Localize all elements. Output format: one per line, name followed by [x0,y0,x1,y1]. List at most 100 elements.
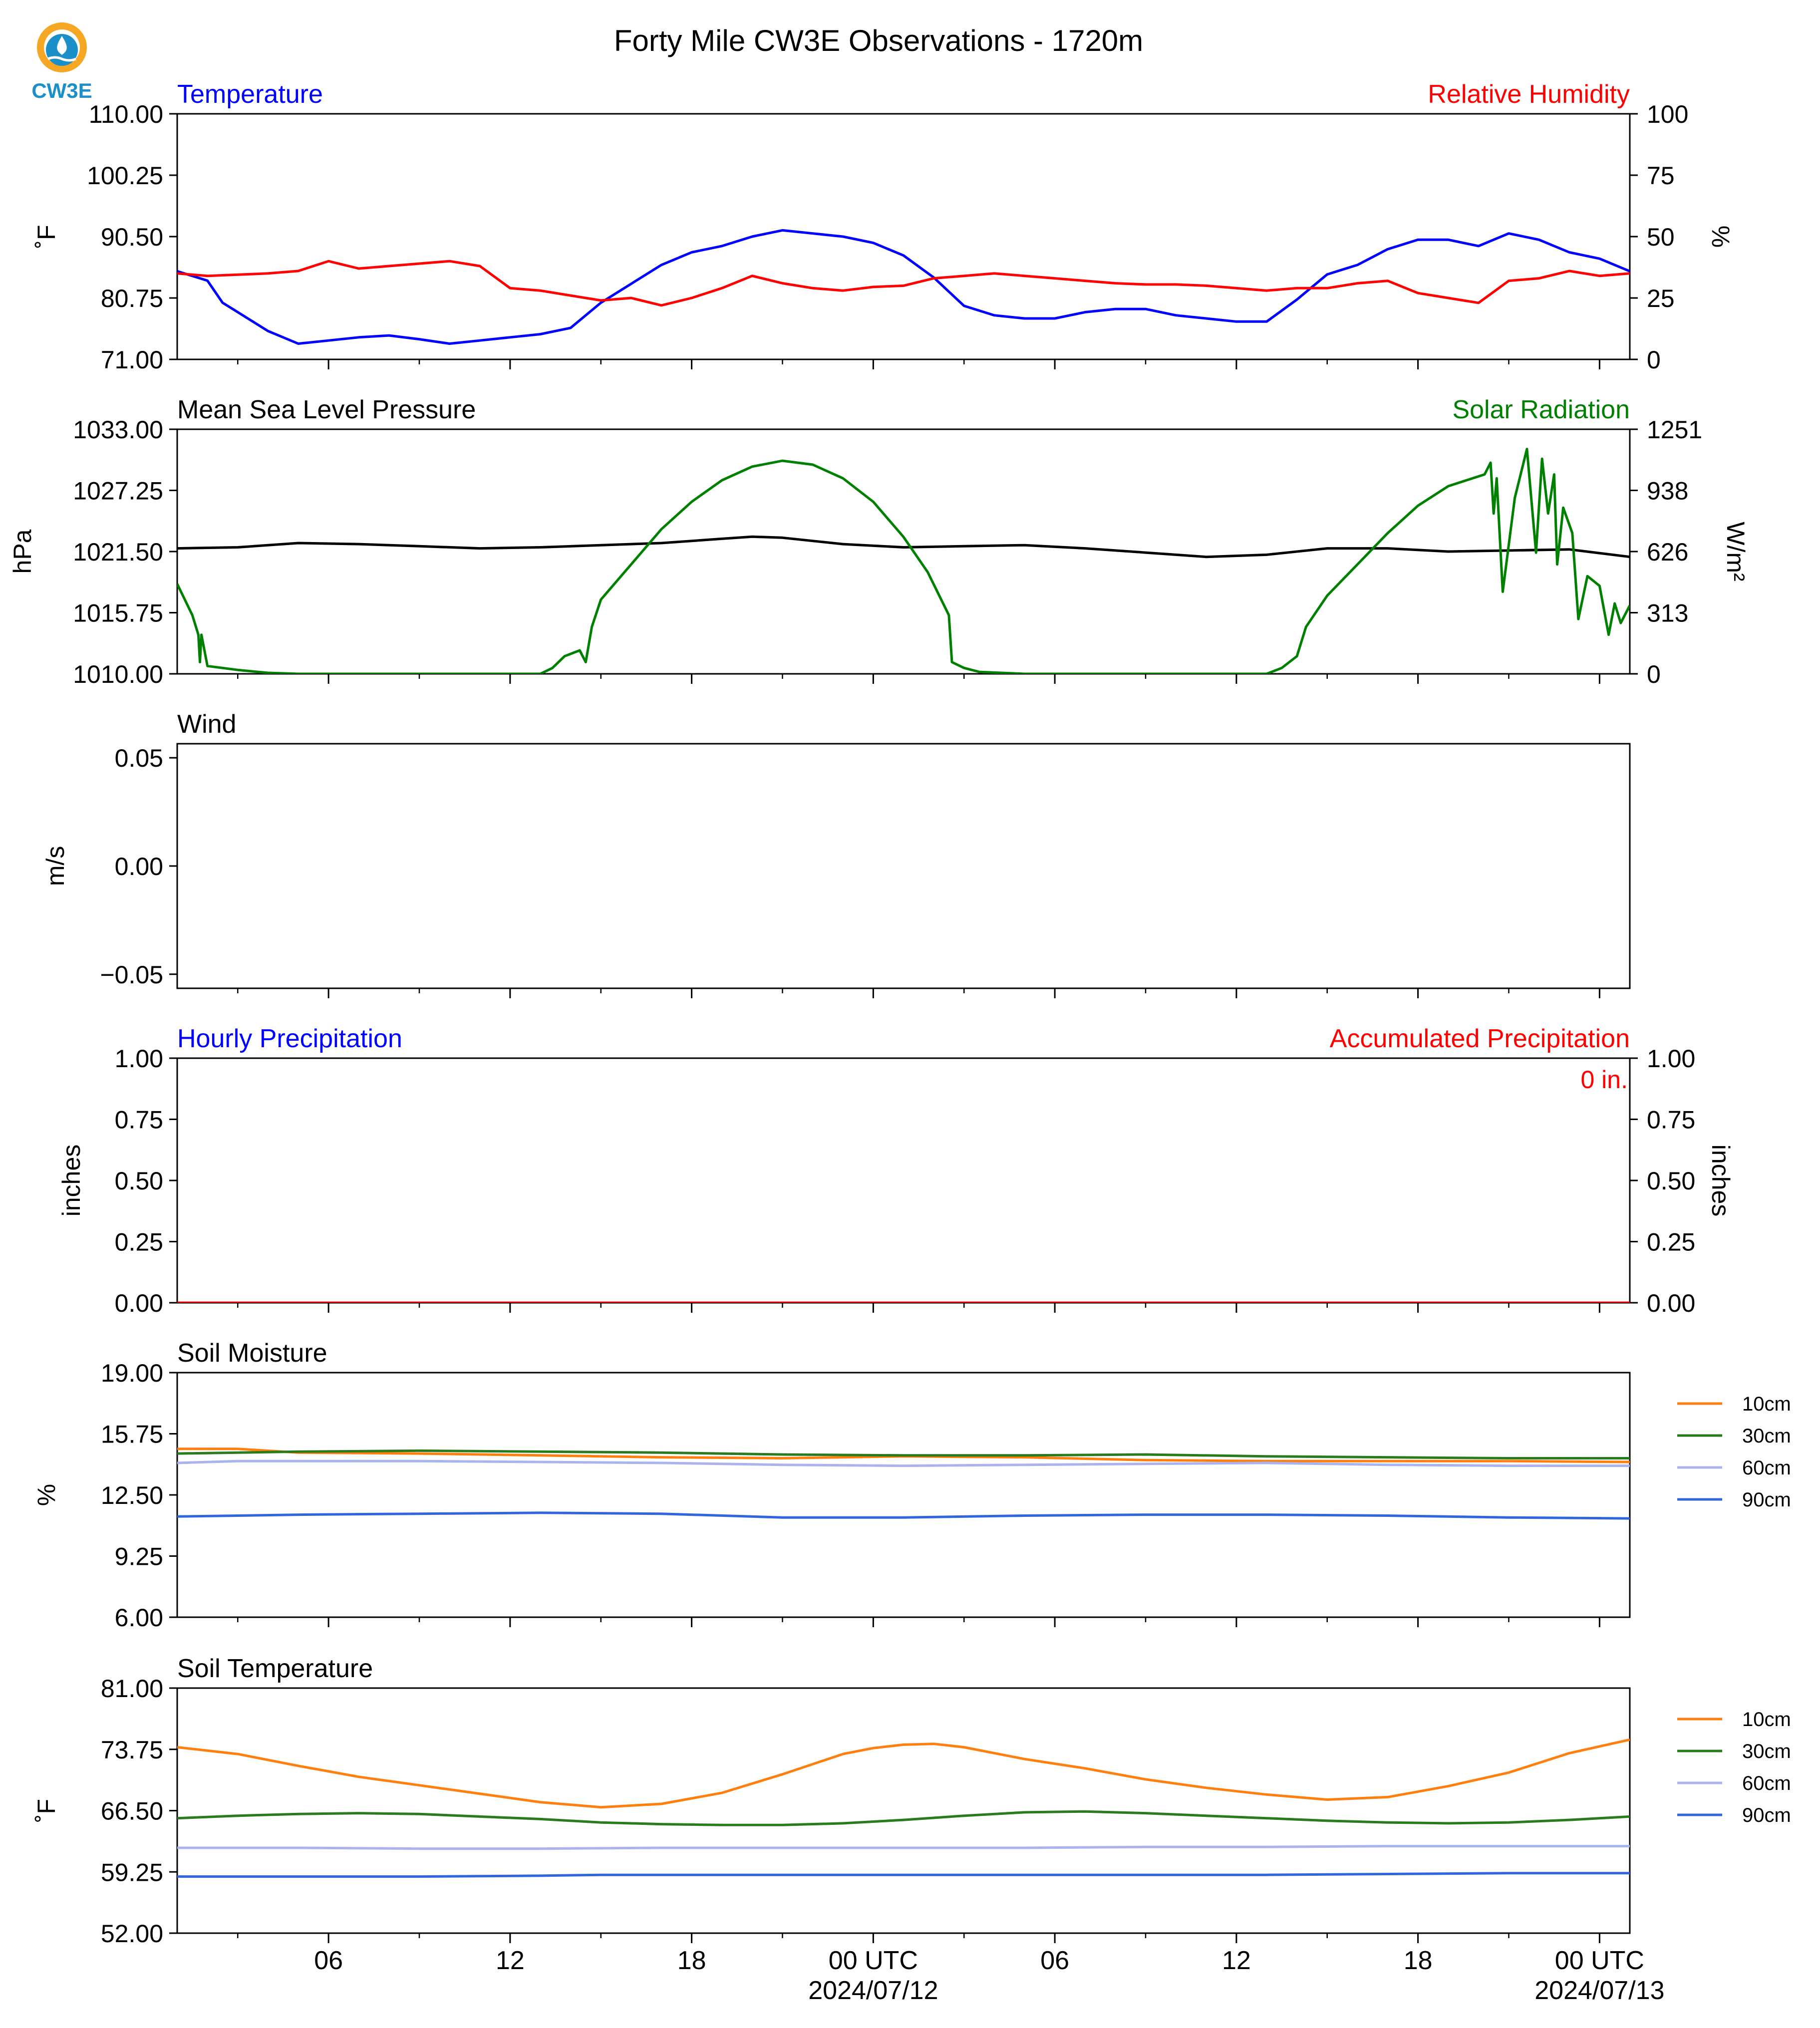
legend: 10cm 30cm 60cm 90cm [1677,1709,1791,1826]
accumulated-total-label: 0 in. [1580,1066,1628,1094]
panel-title-left: Hourly Precipitation [177,1024,402,1053]
y-tick-label: 19.00 [101,1359,163,1387]
x-tick-label: 18 [677,1946,706,1975]
legend-label: 60cm [1742,1772,1791,1794]
series-line-30cm [177,1449,1630,1459]
y-tick-label: 1015.75 [73,599,163,627]
y-tick-label: 0.50 [115,1167,163,1195]
panel-soil_temp: Soil Temperature 81.00 73.75 66.50 59.25 52.0… [32,1654,1791,1948]
legend-label: 10cm [1742,1709,1791,1731]
panel-title-left: Mean Sea Level Pressure [177,395,476,424]
y-tick-label: 73.75 [101,1736,163,1764]
plot-frame [176,1057,1631,1304]
y-tick-label-right: 0 [1647,660,1661,688]
legend-label: 30cm [1742,1425,1791,1447]
series-line-10cm [177,1448,1630,1463]
series-line-10cm [177,1738,1630,1809]
panel-title-left: Wind [177,710,236,739]
series-line-temperature [177,229,1630,345]
panel-precip: Hourly Precipitation Accumulated Precipit… [57,1024,1735,1317]
y-tick-label: 0.00 [115,853,163,880]
y-tick-label: 100.25 [87,162,163,190]
y-tick-label-right: 25 [1647,285,1675,312]
legend-label: 90cm [1742,1804,1791,1826]
y-tick-label: 80.75 [101,285,163,312]
y-tick-label: 1027.25 [73,477,163,505]
x-tick-label: 06 [1040,1946,1069,1975]
y-tick-label: 12.50 [101,1481,163,1509]
y-tick-label: 15.75 [101,1421,163,1449]
y-tick-label: 0.05 [115,744,163,772]
y-tick-label: 1010.00 [73,660,163,688]
y-tick-label: 71.00 [101,346,163,374]
x-date-label: 2024/07/13 [1534,1976,1664,2005]
x-tick-label: 18 [1404,1946,1433,1975]
series-line-90cm [177,1511,1630,1520]
y-tick-label-right: 75 [1647,162,1675,190]
panel-title-left: Soil Moisture [177,1339,327,1368]
panel-title-left: Soil Temperature [177,1654,373,1683]
y-tick-label: 81.00 [101,1675,163,1703]
y-tick-label: 0.00 [115,1289,163,1317]
y-tick-label: 6.00 [115,1604,163,1632]
legend-label: 90cm [1742,1489,1791,1511]
y-tick-label: 0.25 [115,1228,163,1256]
series-line-solar-radiation [177,448,1630,674]
plot-frame [176,1687,1631,1934]
panel-soil_moisture: Soil Moisture 19.00 15.75 12.50 9.25 6.00% 10c… [32,1339,1791,1632]
x-tick-label: 00 UTC [1555,1946,1644,1975]
y-tick-label: 59.25 [101,1858,163,1886]
x-tick-label: 00 UTC [829,1946,918,1975]
panel-pressure_solar: Mean Sea Level Pressure Solar Radiation 10… [8,395,1750,688]
y-axis-label-right: inches [1707,1145,1735,1217]
logo-text: CW3E [31,79,92,102]
panel-title-left: Temperature [177,80,323,109]
y-axis-label-left: m/s [41,846,69,886]
y-tick-label-right: 50 [1647,223,1675,251]
y-axis-label-left: % [32,1484,60,1506]
series-line-30cm [177,1810,1630,1826]
y-tick-label: 66.50 [101,1797,163,1825]
y-tick-label-right: 0.00 [1647,1289,1695,1317]
y-tick-label: 1021.50 [73,538,163,566]
y-tick-label-right: 0.25 [1647,1228,1695,1256]
y-tick-label-right: 100 [1647,100,1688,128]
y-tick-label: 9.25 [115,1543,163,1571]
x-tick-label: 12 [1222,1946,1251,1975]
series-line-60cm [177,1845,1630,1850]
figure-title: Forty Mile CW3E Observations - 1720m [614,24,1143,57]
y-tick-label-right: 1.00 [1647,1045,1695,1073]
legend-label: 10cm [1742,1393,1791,1415]
y-tick-label: 90.50 [101,223,163,251]
panel-title-right: Solar Radiation [1452,395,1630,424]
panel-title-right: Relative Humidity [1428,80,1630,109]
plot-frame [176,428,1631,675]
y-tick-label: 110.00 [89,100,163,128]
series-line-60cm [177,1459,1630,1467]
x-date-label: 2024/07/12 [808,1976,938,2005]
legend-label: 30cm [1742,1740,1791,1762]
legend: 10cm 30cm 60cm 90cm [1677,1393,1791,1511]
y-tick-label-right: 313 [1647,599,1688,627]
y-tick-label: 1.00 [115,1045,163,1073]
panel-temp_rh: Temperature Relative Humidity 110.00 100.25… [32,80,1735,374]
y-tick-label: 1033.00 [73,416,163,444]
y-axis-label-left: ˚F [32,225,60,248]
y-tick-label-right: 0 [1647,346,1661,374]
y-tick-label-right: 626 [1647,538,1688,566]
y-axis-label-left: hPa [8,529,36,574]
legend-label: 60cm [1742,1457,1791,1479]
y-axis-label-right: W/m² [1722,522,1750,581]
series-line-mean-sea-level-pressure [177,535,1630,559]
y-axis-label-right: % [1707,226,1735,248]
panel-title-right: Accumulated Precipitation [1330,1024,1630,1053]
y-axis-label-left: ˚F [32,1799,60,1822]
y-tick-label-right: 0.50 [1647,1167,1695,1195]
y-tick-label-right: 938 [1647,477,1688,505]
plot-frame [176,1372,1631,1618]
panel-wind: Wind 0.05 0.00 −0.05 m/s [41,710,1631,998]
series-line-90cm [177,1872,1630,1878]
y-tick-label: −0.05 [100,961,163,989]
